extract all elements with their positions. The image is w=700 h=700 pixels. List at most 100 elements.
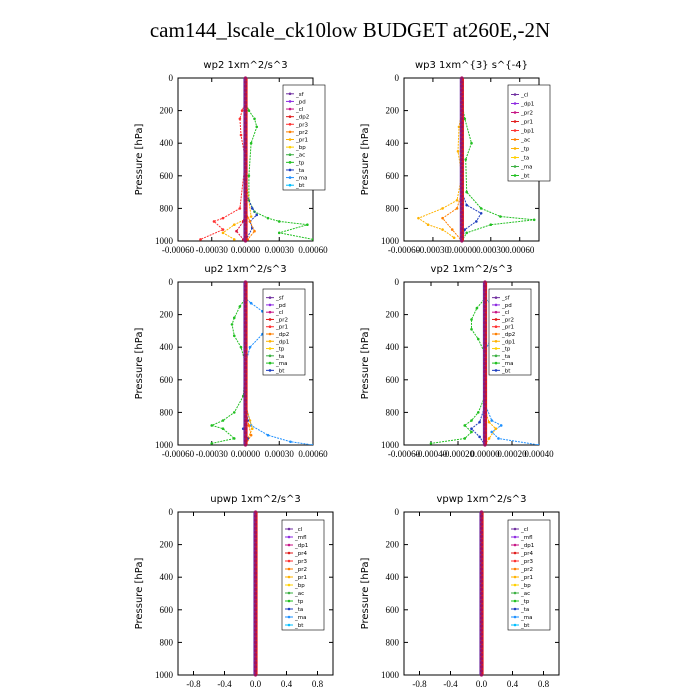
zero-line-marker — [460, 88, 464, 92]
zero-line-marker — [483, 353, 487, 357]
legend-label: _pr2 — [520, 111, 533, 117]
zero-line-marker — [253, 624, 258, 628]
zero-line-marker — [243, 88, 248, 92]
series-point — [470, 427, 473, 431]
series-point — [487, 437, 491, 440]
legend-label: _ac — [520, 591, 530, 597]
zero-line-marker — [243, 341, 248, 345]
series-point — [247, 174, 251, 178]
x-tick-label: 0.00020 — [497, 449, 527, 459]
zero-line-marker — [253, 587, 258, 592]
zero-line-marker — [479, 616, 484, 620]
legend-label: _ta — [294, 607, 303, 613]
legend-label: _bp1 — [520, 129, 534, 135]
legend-marker — [513, 156, 517, 159]
legend-label: _ac — [294, 591, 304, 597]
legend-label: _cl — [275, 310, 284, 316]
zero-line-marker — [253, 644, 258, 649]
zero-line-marker — [460, 133, 464, 137]
legend-marker — [268, 325, 272, 329]
x-tick-label: -0.00060 — [162, 449, 195, 459]
zero-line-marker — [460, 210, 464, 215]
zero-line-marker — [243, 174, 248, 178]
legend-marker — [288, 145, 292, 149]
legend-label: _bp — [520, 583, 531, 589]
legend-label: _mfl — [520, 535, 533, 541]
x-tick-label: 0.00000 — [231, 449, 261, 459]
zero-line-marker — [243, 219, 248, 223]
series-point — [456, 150, 460, 153]
zero-line-marker — [243, 300, 248, 304]
y-tick-label: 600 — [386, 605, 400, 615]
zero-line-marker — [243, 166, 248, 170]
legend-marker — [287, 583, 291, 587]
legend-label: _bt — [520, 174, 530, 180]
zero-line-marker — [253, 538, 258, 543]
series-point — [489, 223, 493, 226]
zero-line-marker — [479, 620, 484, 624]
series-point — [476, 411, 480, 414]
legend-label: _mfl — [294, 535, 307, 541]
zero-line-marker — [243, 435, 248, 439]
series-point — [249, 215, 253, 218]
legend-marker — [513, 174, 517, 177]
legend-label: _cl — [295, 107, 304, 113]
zero-line-marker — [253, 640, 258, 645]
legend-label: _pr1 — [520, 120, 533, 126]
zero-line-marker — [243, 337, 248, 341]
legend-marker — [494, 347, 498, 350]
legend-marker — [513, 527, 517, 531]
zero-line-marker — [243, 321, 248, 325]
legend-marker — [513, 120, 517, 123]
series-point — [441, 207, 444, 210]
series-point — [199, 238, 202, 241]
zero-line-marker — [253, 567, 258, 571]
zero-line-marker — [483, 374, 487, 378]
legend-label: _cl — [294, 527, 303, 533]
zero-line-marker — [483, 280, 487, 284]
zero-line-marker — [253, 665, 258, 669]
chart-panel-2: wp3 1xm^{3} s^{-4} Pressure [hPa] 0 200 400 6… — [360, 60, 551, 255]
zero-line-marker — [253, 583, 258, 587]
legend: _cl _mfl _dp1 _pr4 _pr3 _pr2 _pr1 _bp _ac _tp _ta _… — [281, 519, 325, 631]
zero-line-marker — [243, 431, 248, 435]
zero-line-marker — [253, 543, 258, 547]
zero-line-marker — [460, 100, 464, 105]
y-tick-label: 0 — [169, 277, 174, 287]
zero-line-marker — [243, 333, 248, 337]
y-tick-label: 800 — [160, 203, 174, 213]
zero-line-marker — [253, 575, 258, 579]
zero-line-marker — [460, 174, 464, 178]
legend-marker — [268, 332, 272, 336]
legend-marker — [288, 168, 292, 172]
x-tick-label: -0.00060 — [388, 449, 421, 459]
zero-line-marker — [243, 214, 248, 219]
legend-marker — [513, 559, 517, 563]
zero-line-marker — [243, 202, 248, 206]
legend-marker — [288, 115, 292, 118]
legend-marker — [287, 527, 291, 531]
series-point — [465, 203, 468, 207]
zero-line-marker — [460, 161, 464, 166]
legend-marker — [513, 615, 517, 619]
zero-line-marker — [479, 510, 484, 514]
legend-marker — [288, 107, 292, 111]
zero-line-marker — [479, 624, 484, 628]
series-point — [255, 213, 259, 217]
y-axis-label: Pressure [hPa] — [360, 328, 371, 400]
zero-line-marker — [243, 313, 248, 317]
x-tick-label: 0.00000 — [231, 245, 261, 255]
series-point — [497, 437, 500, 440]
x-tick-label: 0.8 — [312, 679, 324, 689]
legend-label: _ac — [295, 153, 305, 159]
y-tick-label: 600 — [386, 171, 400, 181]
legend-label: _tp — [520, 147, 530, 153]
zero-line-marker — [243, 96, 248, 100]
y-tick-label: 1000 — [381, 236, 400, 246]
legend-marker — [288, 183, 292, 187]
legend-marker — [494, 310, 498, 314]
series-point — [232, 437, 236, 440]
legend: _sf_pd_cl_pr2 _pr1_dp2_dp1 _tp_ta_ma_bt — [262, 288, 306, 376]
legend-label: _tp — [520, 599, 530, 605]
